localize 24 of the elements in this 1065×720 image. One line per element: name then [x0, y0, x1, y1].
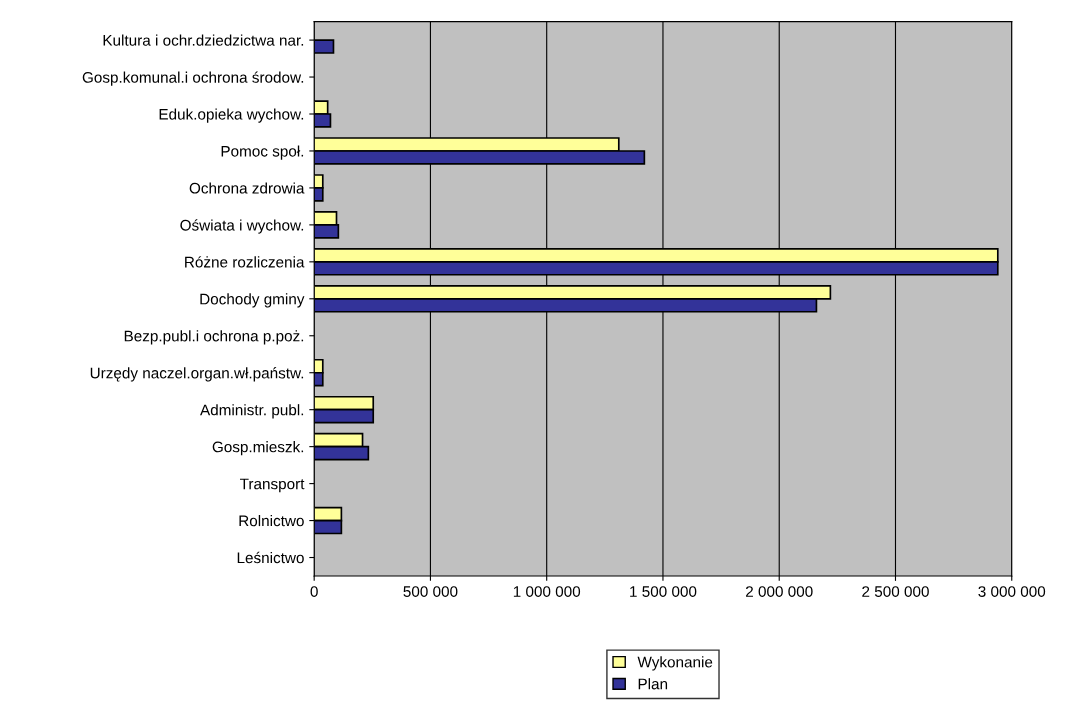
y-tick-label: Transport	[240, 478, 305, 493]
x-tick-label: 500 000	[403, 586, 458, 597]
y-tick-label: Pomoc społ.	[221, 145, 304, 160]
y-tick-label: Administr. publ.	[200, 404, 304, 419]
y-tick-label: Oświata i wychow.	[180, 219, 304, 234]
x-tick-label: 1 500 000	[630, 586, 697, 597]
y-tick-label: Ochrona zdrowia	[189, 182, 305, 194]
y-tick-label: Różne rozliczenia	[185, 256, 305, 268]
legend-label: Wykonanie	[637, 656, 713, 671]
y-tick-label: Urzędy naczel.organ.wł.państw.	[90, 367, 304, 382]
x-tick-label: 0	[310, 586, 318, 597]
y-tick-label: Kultura i ochr.dziedzictwa nar.	[103, 34, 304, 46]
x-tick-label: 2 000 000	[746, 586, 813, 597]
y-tick-label: Gosp.mieszk.	[212, 441, 304, 456]
y-tick-label: Eduk.opieka wychow.	[159, 108, 304, 123]
y-tick-label: Gosp.komunal.i ochrona środow.	[82, 71, 304, 86]
x-tick-label: 3 000 000	[978, 586, 1046, 597]
y-tick-label: Leśnictwo	[237, 551, 304, 564]
y-tick-label: Rolnictwo	[239, 515, 304, 527]
y-tick-label: Bezp.publ.i ochrona p.poż.	[124, 330, 304, 345]
x-tick-label: 2 500 000	[862, 586, 929, 597]
x-tick-label: 1 000 000	[513, 586, 581, 597]
y-tick-label: Dochody gminy	[200, 293, 305, 308]
legend-label: Plan	[638, 678, 668, 690]
